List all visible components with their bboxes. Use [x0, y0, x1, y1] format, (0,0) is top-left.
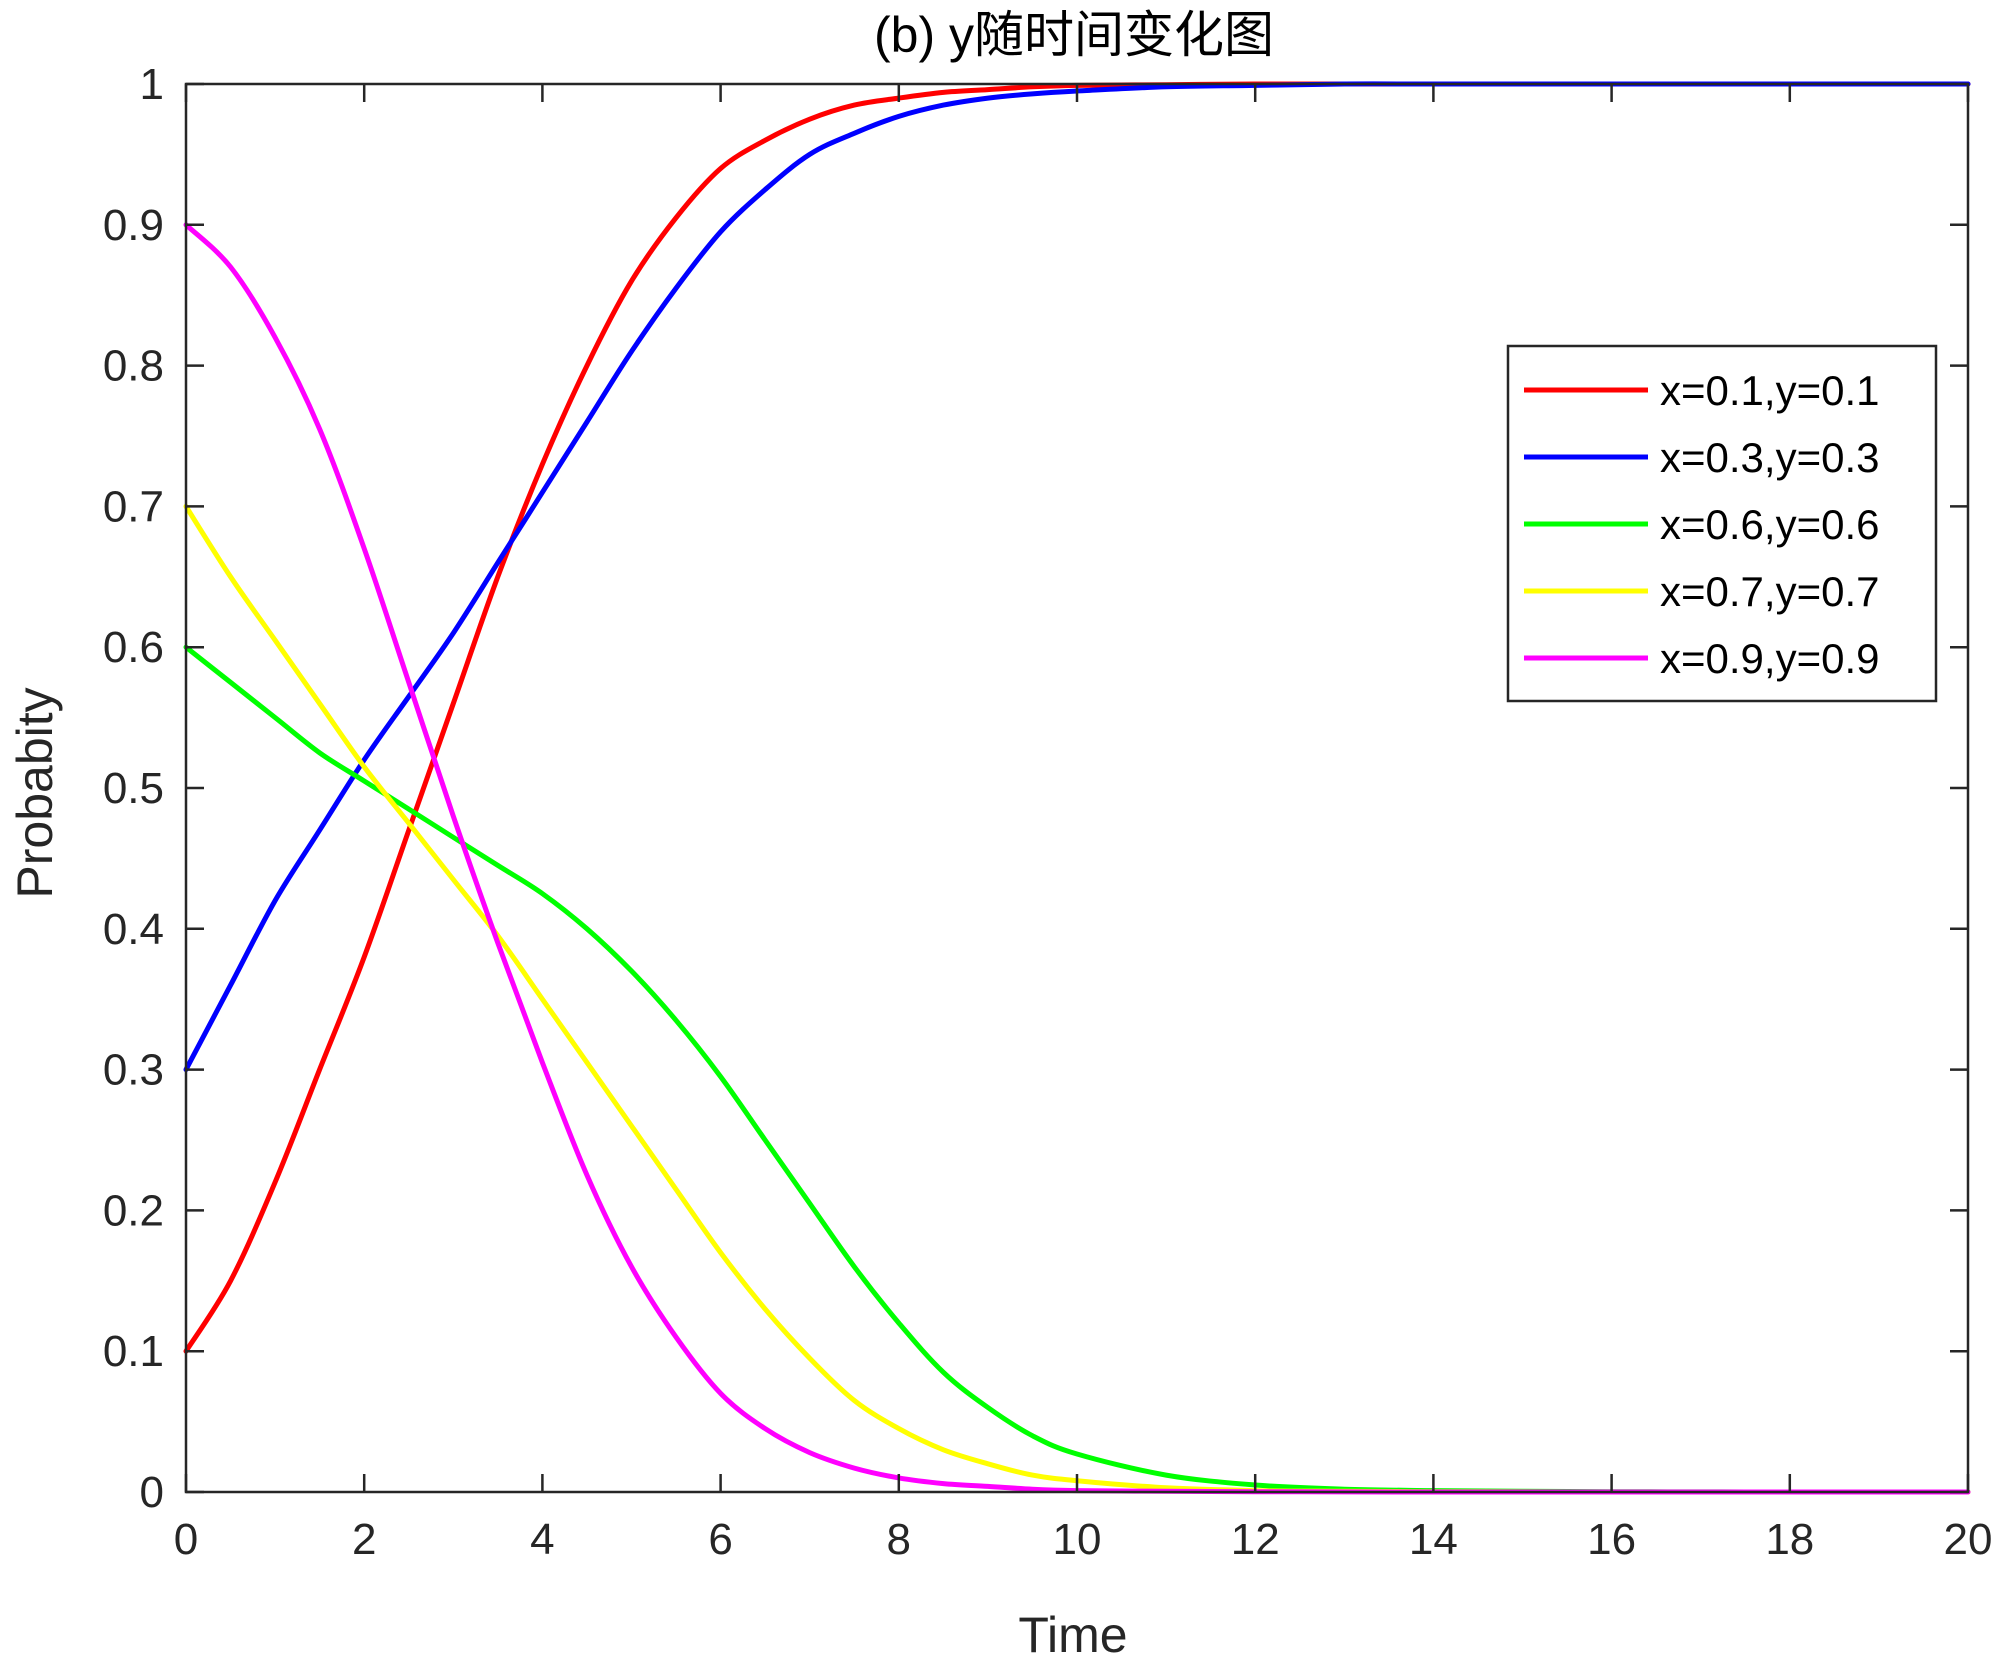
legend-label-4: x=0.7,y=0.7 [1660, 568, 1880, 615]
legend-label-1: x=0.1,y=0.1 [1660, 367, 1880, 414]
x-tick-label: 16 [1587, 1515, 1636, 1564]
y-tick-label: 0.8 [103, 342, 164, 391]
y-tick-label: 0.2 [103, 1186, 164, 1235]
legend: x=0.1,y=0.1 x=0.3,y=0.3 x=0.6,y=0.6 x=0.7,y… [1506, 344, 1938, 703]
x-tick-label: 0 [174, 1515, 198, 1564]
legend-label-5: x=0.9,y=0.9 [1660, 635, 1880, 682]
x-tick-label: 2 [352, 1515, 376, 1564]
y-tick-label: 0.6 [103, 623, 164, 672]
y-tick-label: 0.4 [103, 905, 164, 954]
y-tick-label: 0.7 [103, 482, 164, 531]
y-axis-title: Probabity [7, 687, 63, 898]
axis-ticks: 0 2 4 6 8 10 12 14 16 18 20 0 0.1 0.2 0.3 0.4 0.5 0.6 0.7 0… [103, 60, 1993, 1564]
x-tick-label: 18 [1765, 1515, 1814, 1564]
legend-label-3: x=0.6,y=0.6 [1660, 501, 1880, 548]
y-tick-label: 0.3 [103, 1046, 164, 1095]
y-tick-label: 0.1 [103, 1327, 164, 1376]
y-tick-label: 1 [140, 60, 164, 109]
y-tick-label: 0.9 [103, 201, 164, 250]
x-tick-label: 14 [1409, 1515, 1458, 1564]
x-tick-label: 12 [1231, 1515, 1280, 1564]
legend-label-2: x=0.3,y=0.3 [1660, 434, 1880, 481]
x-tick-label: 8 [887, 1515, 911, 1564]
y-tick-label: 0.5 [103, 764, 164, 813]
x-tick-label: 20 [1944, 1515, 1993, 1564]
plot-area [186, 84, 1968, 1492]
x-tick-label: 6 [708, 1515, 732, 1564]
x-tick-label: 10 [1053, 1515, 1102, 1564]
y-tick-label: 0 [140, 1468, 164, 1517]
x-axis-title: Time [1018, 1607, 1127, 1662]
x-tick-label: 4 [530, 1515, 554, 1564]
chart-title: (b) y随时间变化图 [874, 7, 1274, 63]
